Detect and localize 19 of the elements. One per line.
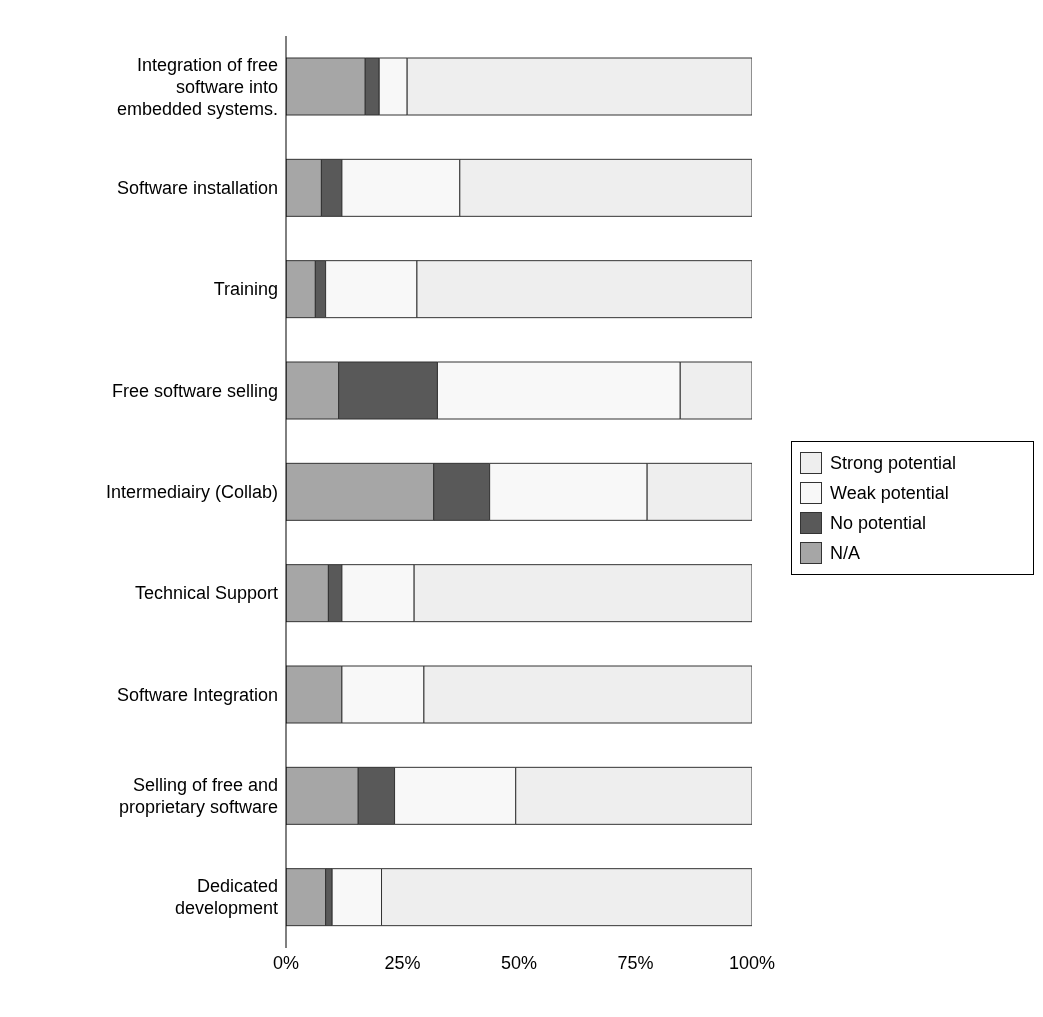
x-tick-label: 50%: [500, 952, 538, 973]
legend-label: Weak potential: [830, 482, 949, 504]
y-tick-label: Software installation: [116, 178, 278, 198]
y-tick-label: Training: [213, 279, 278, 300]
legend-label: No potential: [830, 512, 927, 534]
x-tick-label: 100%: [728, 952, 776, 973]
legend-label: N/A: [830, 542, 861, 564]
y-tick-label: Free software selling: [111, 380, 278, 401]
y-tick-label: Dedicated development: [174, 876, 278, 919]
legend-label: Strong potential: [830, 452, 957, 474]
x-tick-label: 25%: [384, 952, 421, 973]
y-tick-label: Technical Support: [134, 583, 278, 604]
y-tick-label: Intermediairy (Collab): [105, 482, 278, 502]
y-tick-label: Software Integration: [116, 684, 278, 705]
y-tick-label: Integration of free software into embedded systems.: [116, 54, 278, 119]
x-tick-label: 0%: [272, 952, 300, 973]
x-tick-label: 75%: [617, 952, 654, 973]
y-tick-label: Selling of free and proprietary software: [118, 775, 278, 817]
bar: [286, 868, 327, 927]
